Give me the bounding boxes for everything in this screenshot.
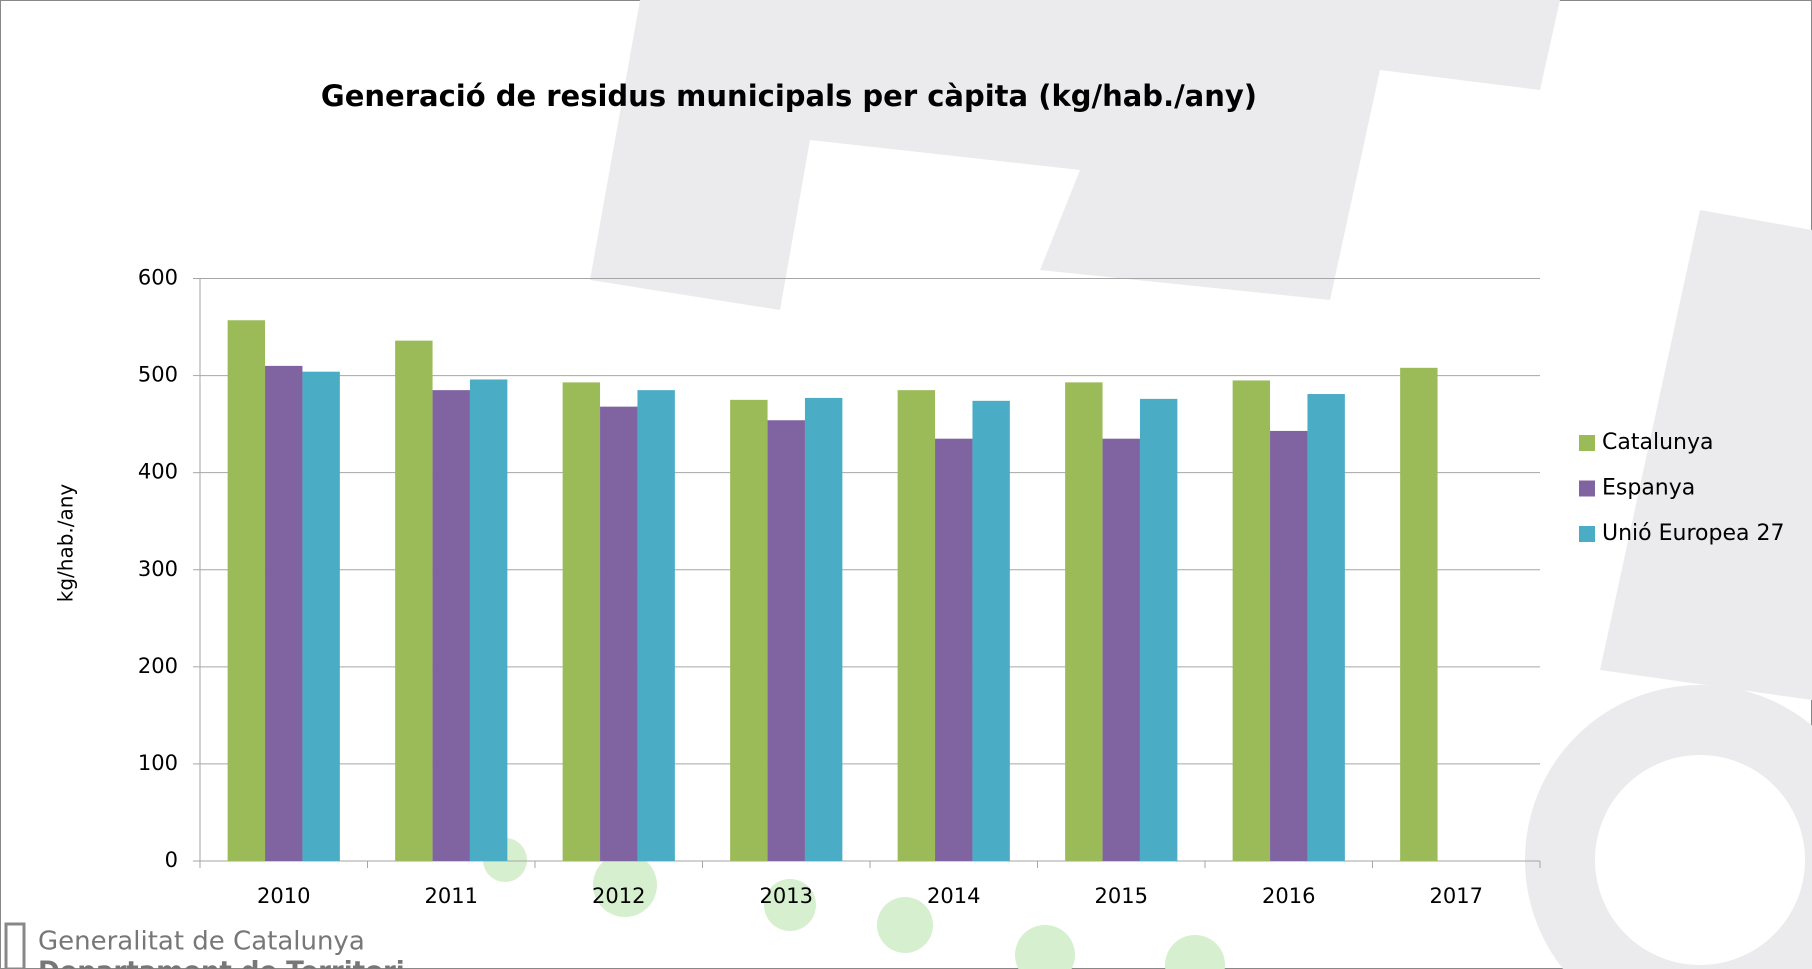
bar (265, 366, 302, 861)
legend-label: Unió Europea 27 (1602, 521, 1784, 546)
legend-label: Catalunya (1602, 430, 1713, 455)
legend-swatch (1579, 526, 1595, 542)
bar (1400, 368, 1437, 861)
bar (1307, 394, 1344, 861)
bar (1065, 382, 1102, 861)
x-tick-label: 2013 (760, 884, 813, 908)
bar (1103, 439, 1140, 861)
y-tick-label: 200 (138, 654, 178, 678)
bar (1233, 380, 1270, 861)
chart: Generació de residus municipals per càpi… (0, 0, 1812, 969)
bar (805, 398, 842, 861)
y-tick-label: 300 (138, 557, 178, 581)
logo-text: Generalitat de Catalunya (38, 927, 365, 957)
x-tick-label: 2016 (1262, 884, 1315, 908)
x-tick-label: 2015 (1095, 884, 1148, 908)
x-tick-label: 2010 (257, 884, 310, 908)
legend-swatch (1579, 435, 1595, 451)
bar (563, 382, 600, 861)
x-tick-label: 2017 (1430, 884, 1483, 908)
bar (935, 439, 972, 861)
x-tick-label: 2011 (425, 884, 478, 908)
legend-swatch (1579, 481, 1595, 497)
bar (395, 341, 432, 861)
bar (972, 401, 1009, 861)
bar (1140, 399, 1177, 861)
legend-label: Espanya (1602, 476, 1695, 501)
y-axis-label: kg/hab./any (54, 484, 78, 603)
y-tick-label: 500 (138, 363, 178, 387)
bar (302, 372, 339, 861)
bar (898, 390, 935, 861)
y-tick-label: 100 (138, 751, 178, 775)
y-tick-label: 600 (138, 266, 178, 290)
x-tick-label: 2012 (592, 884, 645, 908)
bar (600, 407, 637, 861)
chart-title: Generació de residus municipals per càpi… (321, 79, 1257, 113)
bar (637, 390, 674, 861)
bar (433, 390, 470, 861)
logo-text: Departament de Territori (38, 957, 405, 969)
y-tick-label: 400 (138, 460, 178, 484)
bar (228, 320, 265, 861)
bar (470, 379, 507, 861)
y-tick-label: 0 (165, 848, 178, 872)
x-tick-label: 2014 (927, 884, 980, 908)
bar (768, 420, 805, 861)
bar (1270, 431, 1307, 861)
bar (730, 400, 767, 861)
